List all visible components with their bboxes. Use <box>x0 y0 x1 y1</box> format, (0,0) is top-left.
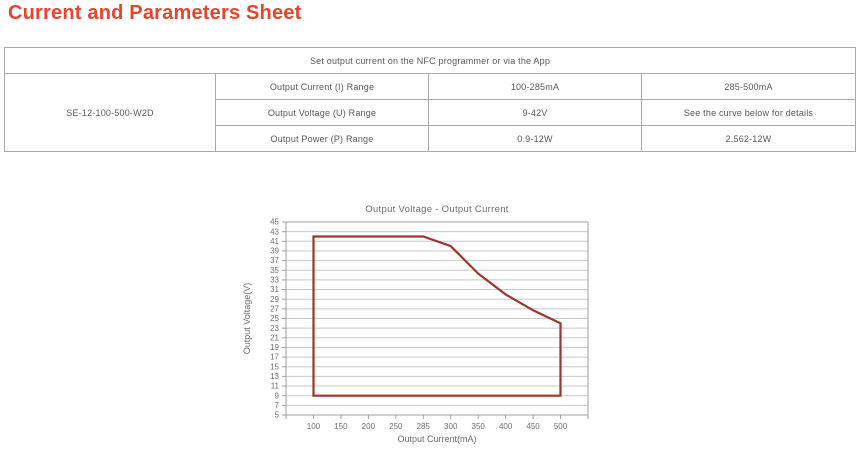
row-label-voltage: Output Voltage (U) Range <box>215 99 429 126</box>
page-title: Current and Parameters Sheet <box>8 2 302 24</box>
parameters-table: Set output current on the NFC programmer… <box>4 47 856 152</box>
x-tick-label: 500 <box>554 422 568 431</box>
y-tick-label: 5 <box>275 411 280 420</box>
y-tick-label: 39 <box>270 247 279 256</box>
y-axis-label: Output Voltage(V) <box>242 283 252 355</box>
y-tick-label: 35 <box>270 266 279 275</box>
table-header-cell: Set output current on the NFC programmer… <box>4 47 856 74</box>
voltage-current-curve <box>312 235 562 397</box>
x-tick-label: 450 <box>526 422 540 431</box>
y-tick-label: 25 <box>270 314 279 323</box>
y-tick-label: 41 <box>270 237 279 246</box>
voltage-current-chart: 5 7 9 11 13 15 17 19 21 23 25 27 29 31 33 35 37 39 41 43 45 1… <box>230 195 650 447</box>
x-axis-label: Output Current(mA) <box>397 434 476 444</box>
y-tick-label: 37 <box>270 256 279 265</box>
y-tick-label: 17 <box>270 353 279 362</box>
table-row: Output Power (P) Range 0.9-12W 2.562-12W <box>5 125 856 152</box>
y-tick-label: 45 <box>270 218 279 227</box>
current-range-high-cell: 285-500mA <box>641 73 856 100</box>
x-tick-label: 285 <box>417 422 431 431</box>
y-tick-label: 29 <box>270 295 279 304</box>
y-tick-label: 43 <box>270 227 279 236</box>
voltage-curve-note-cell: See the curve below for details <box>641 99 856 126</box>
chart-title: Output Voltage - Output Current <box>365 204 508 215</box>
y-tick-label: 19 <box>270 343 279 352</box>
current-range-low-cell: 100-285mA <box>428 73 642 100</box>
row-label-current: Output Current (I) Range <box>215 73 429 100</box>
x-tick-label: 250 <box>389 422 403 431</box>
y-tick-label: 9 <box>275 391 280 400</box>
y-tick-label: 31 <box>270 285 279 294</box>
x-tick-label: 150 <box>334 422 348 431</box>
y-tick-label: 23 <box>270 324 279 333</box>
table-row: SE-12-100-500-W2D Output Current (I) Ran… <box>4 73 856 152</box>
power-range-high-cell: 2.562-12W <box>641 125 856 152</box>
x-tick-label: 400 <box>499 422 513 431</box>
model-cell: SE-12-100-500-W2D <box>4 73 216 152</box>
x-tick-label: 350 <box>472 422 486 431</box>
plot-frame <box>285 221 589 416</box>
y-tick-label: 13 <box>270 372 279 381</box>
row-label-power: Output Power (P) Range <box>215 125 429 152</box>
x-tick-label: 100 <box>307 422 321 431</box>
y-tick-label: 27 <box>270 304 279 313</box>
x-tick-label: 300 <box>444 422 458 431</box>
x-tick-label: 200 <box>362 422 376 431</box>
voltage-range-cell: 9-42V <box>428 99 642 126</box>
y-tick-label: 11 <box>271 382 280 391</box>
y-tick-label: 33 <box>270 276 279 285</box>
y-tick-label: 7 <box>275 401 280 410</box>
y-tick-label: 15 <box>270 362 279 371</box>
power-range-low-cell: 0.9-12W <box>428 125 642 152</box>
y-tick-label: 21 <box>270 333 279 342</box>
table-row: Set output current on the NFC programmer… <box>4 47 856 74</box>
